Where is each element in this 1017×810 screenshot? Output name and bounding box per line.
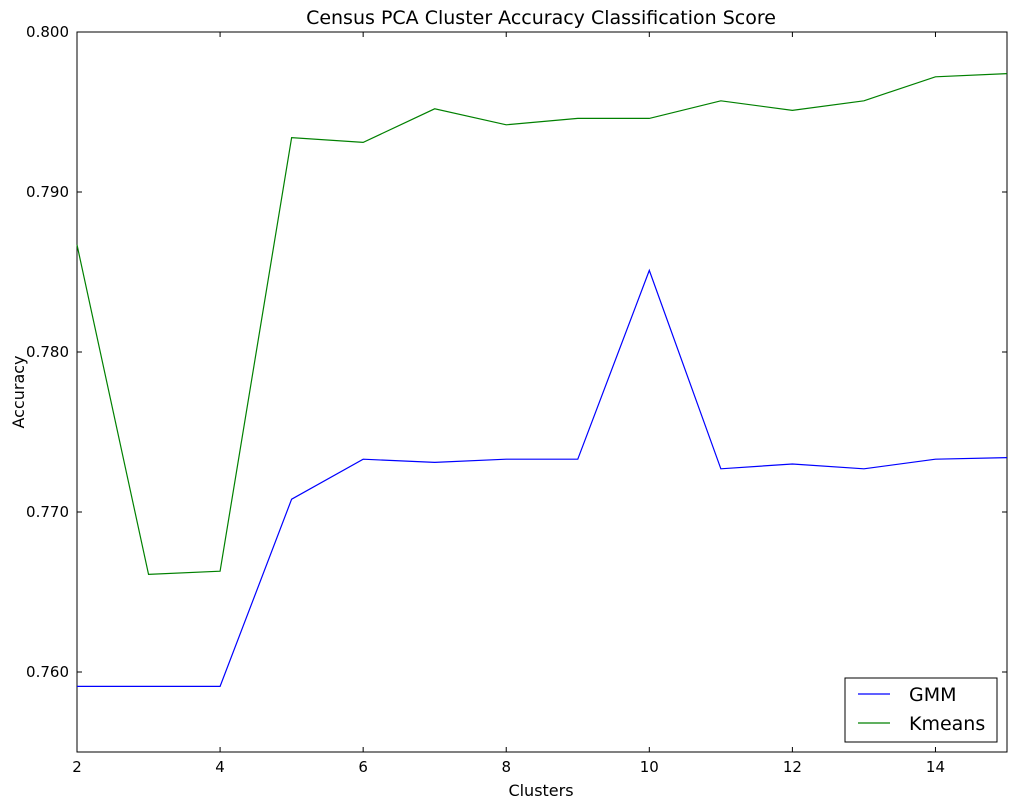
x-axis-title: Clusters bbox=[508, 781, 573, 800]
x-tick-label: 2 bbox=[72, 758, 82, 776]
y-tick-label: 0.760 bbox=[26, 663, 69, 681]
x-tick-label: 6 bbox=[358, 758, 368, 776]
x-tick-label: 8 bbox=[501, 758, 511, 776]
y-tick-label: 0.770 bbox=[26, 503, 69, 521]
x-tick-label: 4 bbox=[215, 758, 225, 776]
legend: GMM Kmeans bbox=[844, 677, 998, 743]
legend-box bbox=[844, 677, 998, 743]
legend-items: GMM Kmeans bbox=[858, 684, 985, 735]
series-line-kmeans bbox=[76, 73, 1008, 576]
plot-frame bbox=[76, 31, 1008, 753]
x-tick-label: 14 bbox=[926, 758, 945, 776]
y-axis-title: Accuracy bbox=[9, 355, 28, 428]
x-tick-label: 10 bbox=[640, 758, 659, 776]
y-tick-label: 0.800 bbox=[26, 23, 69, 41]
series-layer bbox=[76, 73, 1008, 688]
series-line-gmm bbox=[77, 268, 1008, 688]
legend-label-kmeans: Kmeans bbox=[909, 713, 985, 735]
y-tick-label: 0.780 bbox=[26, 343, 69, 361]
legend-label-gmm: GMM bbox=[909, 684, 957, 706]
plot-area: 2 4 6 8 10 12 14 0.760 0.770 0.780 0.790 0.800 bbox=[26, 23, 1008, 776]
y-tick-label: 0.790 bbox=[26, 183, 69, 201]
chart-title: Census PCA Cluster Accuracy Classificati… bbox=[306, 7, 776, 29]
x-tick-label: 12 bbox=[783, 758, 802, 776]
tick-layer: 2 4 6 8 10 12 14 0.760 0.770 0.780 0.790 0.800 bbox=[26, 23, 1007, 776]
